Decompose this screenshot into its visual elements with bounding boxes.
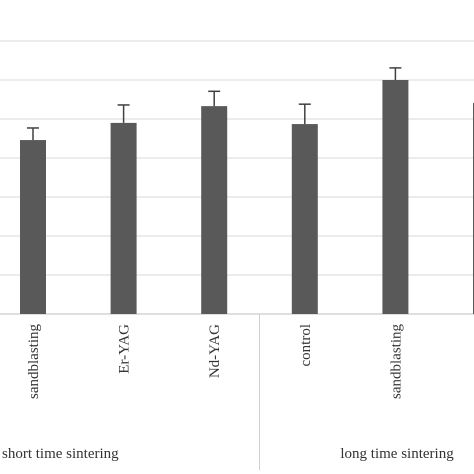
bar (201, 106, 228, 314)
x-tick-label: Er-YAG (117, 324, 133, 374)
group-label: long time sintering (340, 446, 454, 462)
bar (110, 122, 137, 315)
bar (382, 80, 409, 314)
bar (20, 140, 46, 314)
x-tick-label: control (298, 324, 314, 367)
x-tick-label: Nd-YAG (207, 324, 223, 378)
x-tick-label: sandblasting (26, 324, 42, 399)
bar (291, 124, 318, 314)
x-tick-label: sandblasting (388, 324, 404, 399)
group-label: short time sintering (2, 446, 119, 462)
